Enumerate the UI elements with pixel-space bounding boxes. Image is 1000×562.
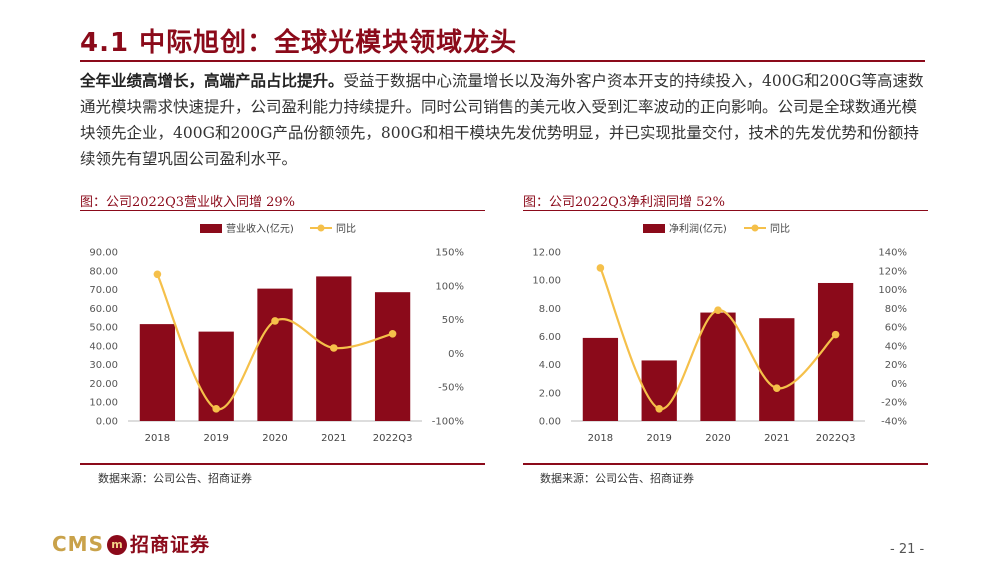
legend-swatch-bar [200,224,222,233]
y-tick-left: 0.00 [539,417,561,428]
y-tick-right: -50% [438,383,464,394]
page-title: 4.1 中际旭创：全球光模块领域龙头 [80,28,518,58]
y-tick-left: 0.00 [96,417,118,428]
y-tick-right: 50% [442,315,464,326]
legend-label-bar: 净利润(亿元) [669,222,727,235]
x-tick-label: 2021 [764,433,789,444]
y-tick-right: 100% [435,281,464,292]
y-tick-left: 70.00 [89,285,118,296]
chart-title-profit: 图：公司2022Q3净利润同增 52% [523,195,726,210]
logo-mark-icon: m [106,535,127,555]
y-tick-right: 20% [885,360,907,371]
y-tick-left: 80.00 [89,266,118,277]
y-tick-right: -20% [881,398,907,409]
x-tick-label: 2018 [145,433,170,444]
y-tick-right: 140% [878,248,907,259]
legend-label-line: 同比 [770,223,790,235]
x-tick-label: 2021 [321,433,346,444]
y-tick-right: 80% [885,304,907,315]
y-tick-right: -100% [432,417,464,428]
chart-source-left: 数据来源：公司公告、招商证券 [98,472,252,485]
y-tick-right: 150% [435,248,464,259]
y-tick-right: 120% [878,266,907,277]
y-tick-left: 30.00 [89,360,118,371]
legend-marker-line [751,224,759,232]
cms-logo: CMS m 招商证券 [52,530,210,557]
series-line [599,267,837,410]
line-point [388,329,397,338]
line-point [596,264,605,272]
x-tick-label: 2022Q3 [373,433,413,444]
y-tick-left: 6.00 [539,332,561,343]
chart-title-revenue: 图：公司2022Q3营业收入同增 29% [80,195,296,210]
line-point [831,330,840,339]
x-tick-label: 2019 [646,433,671,444]
y-tick-right: -40% [881,417,907,428]
x-tick-label: 2020 [262,433,287,444]
bar [257,288,293,421]
y-tick-left: 40.00 [89,341,118,352]
paragraph-lead: 全年业绩高增长，高端产品占比提升。 [80,71,344,90]
y-tick-left: 2.00 [539,388,561,399]
x-tick-label: 2018 [588,433,613,444]
legend-swatch-bar [643,224,665,233]
revenue-chart: 营业收入(亿元) 同比 0.00 10.00 20.00 30.00 40.00 50.00 6… [89,222,464,444]
y-tick-right: 100% [878,285,907,296]
line-point [330,344,338,352]
y-tick-left: 4.00 [539,360,561,371]
logo-chinese: 招商证券 [129,534,210,556]
x-tick-label: 2019 [203,433,228,444]
page-number: - 21 - [890,542,925,557]
line-point [212,405,220,413]
legend-label-line: 同比 [336,223,356,235]
series-line [156,273,393,411]
x-tick-label: 2020 [705,433,730,444]
y-tick-left: 90.00 [89,248,118,259]
chart-title-rule [80,210,485,211]
y-tick-left: 20.00 [89,379,118,390]
line-point [714,306,722,315]
bar [700,312,736,421]
chart-title-rule [523,210,928,211]
title-divider [80,60,925,62]
y-tick-left: 60.00 [89,304,118,315]
logo-latin: CMS [52,532,104,556]
profit-chart: 净利润(亿元) 同比 0.00 2.00 4.00 6.00 8.00 10.00 12.00 -… [532,222,907,444]
y-tick-right: 0% [448,349,464,360]
line-point [153,270,162,279]
line-point [271,317,279,325]
chart-source-right: 数据来源：公司公告、招商证券 [540,472,694,485]
y-tick-left: 8.00 [539,304,561,315]
bar [759,318,795,421]
chart-bottom-rule [80,463,485,465]
bar [817,282,854,421]
paragraph-body: 受益于数据中心流量增长以及海外客户资本开支的持续投入，400G和200G等高速数… [80,72,924,168]
chart-bottom-rule [523,463,928,465]
line-point [655,404,663,413]
y-tick-left: 10.00 [89,398,118,409]
legend-label-bar: 营业收入(亿元) [226,222,294,235]
legend-marker-line [317,224,325,232]
y-tick-right: 60% [885,323,907,334]
y-tick-right: 0% [891,379,907,390]
bar [139,324,176,421]
bar [582,337,619,421]
line-point [773,384,781,392]
y-tick-right: 40% [885,341,907,352]
summary-paragraph: 全年业绩高增长，高端产品占比提升。受益于数据中心流量增长以及海外客户资本开支的持… [80,68,930,172]
bar [374,292,411,421]
y-tick-left: 12.00 [532,248,561,259]
x-tick-label: 2022Q3 [816,433,856,444]
y-tick-left: 10.00 [532,276,561,287]
y-tick-left: 50.00 [89,323,118,334]
